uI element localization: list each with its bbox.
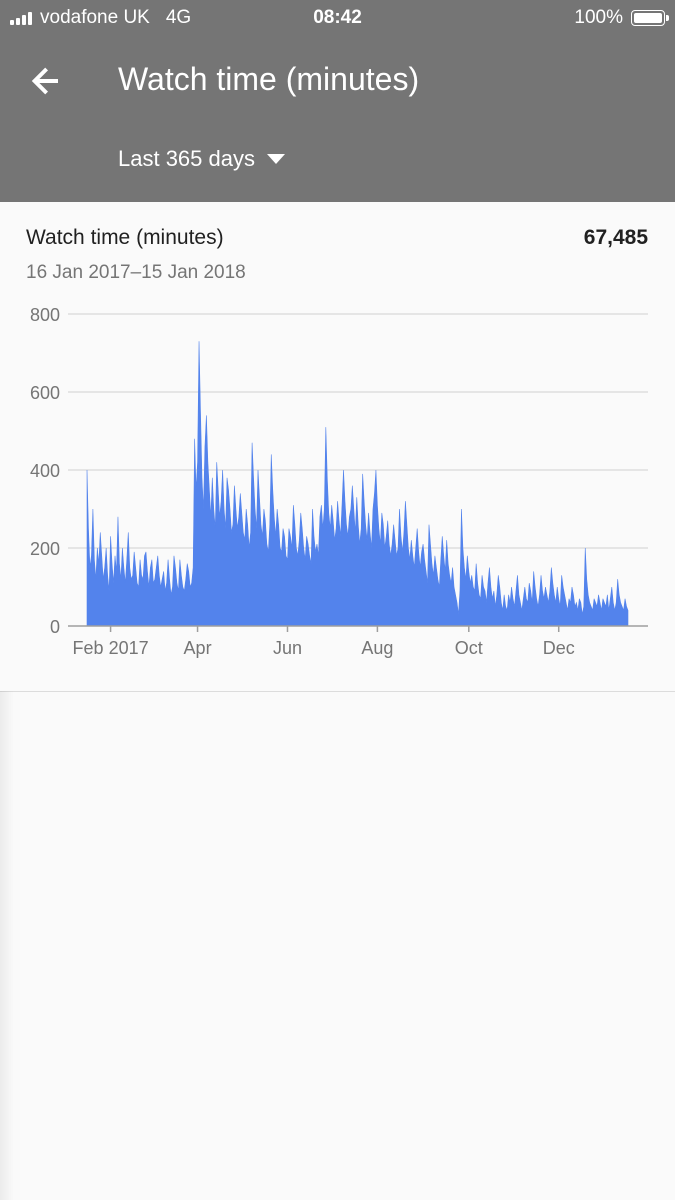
left-edge-shadow: [0, 691, 14, 1200]
metric-date-range: 16 Jan 2017–15 Jan 2018: [26, 262, 246, 283]
x-tick-label: Jun: [273, 638, 302, 658]
network-type: 4G: [165, 7, 192, 28]
x-tick-label: Feb 2017: [73, 638, 149, 658]
watch-time-area-series: [86, 341, 629, 627]
date-range-dropdown-label: Last 365 days: [118, 146, 255, 171]
y-tick-label: 800: [30, 305, 60, 325]
status-left: vodafone UK 4G: [10, 7, 191, 29]
y-tick-label: 400: [30, 461, 60, 481]
y-tick-label: 200: [30, 539, 60, 559]
battery-level: [634, 13, 662, 23]
watch-time-chart: 0 200 400 600 800 Feb 2017 Apr Jun Aug Oct Dec: [30, 305, 648, 658]
metric-total: 67,485: [583, 226, 648, 249]
metric-title: Watch time (minutes): [26, 226, 224, 249]
metric-card: [0, 202, 675, 692]
carrier-name: vodafone UK: [40, 7, 150, 28]
status-right: 100%: [574, 7, 669, 29]
x-tick-label: Dec: [543, 638, 575, 658]
battery-percent: 100%: [574, 7, 623, 28]
x-tick-label: Oct: [455, 638, 483, 658]
clock: 08:42: [313, 7, 362, 28]
battery-icon: [631, 10, 669, 26]
date-range-dropdown[interactable]: Last 365 days: [118, 146, 285, 172]
y-tick-label: 0: [50, 617, 60, 637]
back-button[interactable]: [22, 57, 70, 105]
page-title: Watch time (minutes): [118, 61, 420, 97]
x-tick-label: Aug: [361, 638, 393, 658]
y-tick-label: 600: [30, 383, 60, 403]
caret-down-icon: [266, 154, 285, 164]
signal-strength-icon: [10, 11, 34, 25]
arrow-left-icon: [31, 67, 58, 95]
status-bar: vodafone UK 4G 08:42 100%: [0, 0, 675, 36]
x-tick-label: Apr: [184, 638, 212, 658]
app-header: vodafone UK 4G 08:42 100% Watch time (mi…: [0, 0, 675, 202]
